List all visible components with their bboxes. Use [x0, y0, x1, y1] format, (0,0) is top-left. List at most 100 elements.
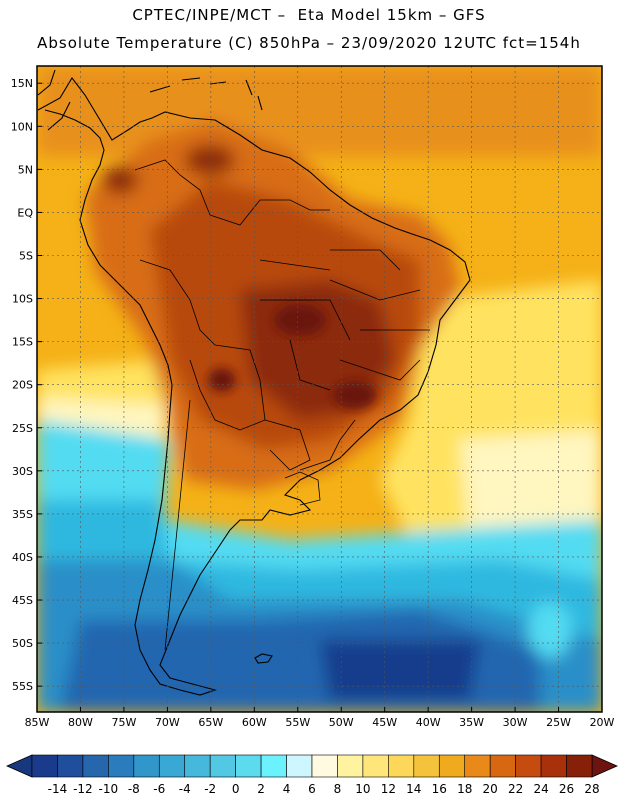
lon-tick-label: 45W [372, 716, 397, 729]
colorbar-label: 24 [533, 782, 548, 796]
border-uruguay [284, 471, 321, 506]
colorbar-label: 0 [232, 782, 240, 796]
border-paraguay [264, 419, 311, 471]
lon-tick-label: 50W [329, 716, 354, 729]
lon-tick-label: 70W [155, 716, 180, 729]
lat-tick-label: 15S [12, 336, 33, 349]
colorbar-swatch [209, 754, 236, 778]
map-title-line2: Absolute Temperature (C) 850hPa – 23/09/… [37, 34, 581, 52]
border-argentina-chile [164, 399, 191, 651]
colorbar-label: 26 [559, 782, 574, 796]
colorbar-swatch [337, 754, 364, 778]
grid-lines [37, 66, 602, 712]
colorbar-swatch [286, 754, 313, 778]
colorbar: -14 -12 -10 -8 -6 -4 -2 0 2 4 6 8 10 12 14 16 18 20 22 24 26… [6, 754, 618, 796]
colorbar-label: 8 [334, 782, 342, 796]
border-colombia-venezuela [134, 159, 211, 216]
longitude-ticks: 85W 80W 75W 70W 65W 60W 55W 50W 45W 40W 35W 30W 25W 2… [25, 707, 615, 729]
lon-tick-label: 65W [198, 716, 223, 729]
lat-tick-label: 55S [12, 680, 33, 693]
lon-tick-label: 80W [68, 716, 93, 729]
colorbar-label: -8 [128, 782, 140, 796]
cyan-patch-south-atlantic [528, 602, 572, 658]
lat-tick-label: 30S [12, 465, 33, 478]
colorbar-swatch [515, 754, 542, 778]
colorbar-swatch [108, 754, 135, 778]
colorbar-swatch [540, 754, 567, 778]
falklands-outline [254, 653, 273, 664]
map-title-line1: CPTEC/INPE/MCT – Eta Model 15km – GFS [132, 6, 486, 24]
colorbar-swatch [311, 754, 338, 778]
colorbar-label: 14 [406, 782, 421, 796]
colorbar-swatch [57, 754, 84, 778]
temperature-field [37, 66, 602, 712]
lon-tick-label: 35W [459, 716, 484, 729]
lat-tick-label: 25S [12, 422, 33, 435]
colorbar-label: 4 [283, 782, 291, 796]
max-spot-bolivia [208, 368, 236, 392]
colorbar-swatch [133, 754, 160, 778]
colorbar-swatch [489, 754, 516, 778]
colorbar-swatch [388, 754, 415, 778]
border-brazil-north [209, 199, 330, 226]
northern-ocean-band [37, 66, 602, 156]
colorbar-label: 16 [432, 782, 447, 796]
border-bolivia [189, 344, 266, 431]
colorbar-swatch [566, 754, 593, 778]
colorbar-swatch [413, 754, 440, 778]
lon-tick-label: 60W [242, 716, 267, 729]
lon-tick-label: 40W [416, 716, 441, 729]
max-spot-mato-grosso [274, 304, 326, 336]
colorbar-swatch [235, 754, 262, 778]
south-america-coastline [37, 77, 471, 696]
colorbar-label: -2 [204, 782, 216, 796]
hot-spot-venezuela [185, 145, 235, 175]
lon-tick-label: 30W [503, 716, 528, 729]
lon-tick-label: 75W [111, 716, 136, 729]
max-spot-brazil [333, 381, 377, 409]
colorbar-label: 22 [508, 782, 523, 796]
colorbar-label: 18 [457, 782, 472, 796]
lat-tick-label: 15N [11, 77, 33, 90]
lat-tick-label: 35S [12, 508, 33, 521]
country-borders [134, 159, 430, 651]
border-peru-brazil [139, 259, 216, 346]
lat-tick-label: 5N [18, 163, 33, 176]
colorbar-over-arrow [591, 754, 618, 778]
colorbar-label: -6 [153, 782, 165, 796]
brazil-states-west [259, 259, 351, 391]
colorbar-label: -12 [73, 782, 93, 796]
lat-tick-label: 40S [12, 551, 33, 564]
colorbar-under-arrow [6, 754, 33, 778]
lon-tick-label: 20W [590, 716, 615, 729]
hot-spots [208, 304, 377, 409]
lat-tick-label: 5S [19, 249, 33, 262]
lat-tick-label: 10N [11, 120, 33, 133]
colorbar-swatch [31, 754, 58, 778]
lon-tick-label: 25W [546, 716, 571, 729]
lat-tick-label: 50S [12, 637, 33, 650]
colorbar-label: -10 [99, 782, 119, 796]
colorbar-swatch [158, 754, 186, 778]
colorbar-label: -4 [179, 782, 191, 796]
colorbar-label: 6 [308, 782, 316, 796]
latitude-ticks: 15N 10N 5N EQ 5S 10S 15S 20S 25S 30S 35S 40S 45S 50S 5… [11, 77, 42, 693]
colorbar-label: -14 [48, 782, 68, 796]
map-frame [36, 65, 603, 713]
colorbar-swatch [184, 754, 211, 778]
lat-tick-label: 10S [12, 293, 33, 306]
lat-tick-label: 45S [12, 594, 33, 607]
lon-tick-label: 85W [25, 716, 50, 729]
lat-tick-label: 20S [12, 379, 33, 392]
colorbar-label: 28 [584, 782, 599, 796]
colorbar-label: 12 [381, 782, 396, 796]
colorbar-swatch [82, 754, 109, 778]
lon-tick-label: 55W [285, 716, 310, 729]
brazil-states-east [329, 249, 430, 381]
colorbar-swatch [362, 754, 389, 778]
colorbar-label: 10 [355, 782, 370, 796]
deep-blue-core [320, 640, 480, 700]
lat-tick-label: EQ [17, 206, 33, 219]
colorbar-swatch [464, 754, 491, 778]
